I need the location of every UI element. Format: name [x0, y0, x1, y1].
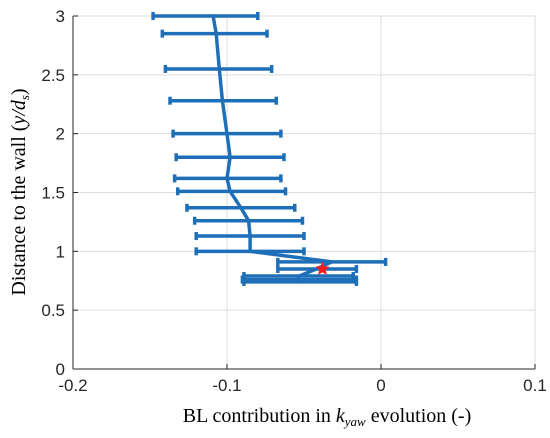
errorbar — [242, 277, 359, 286]
errorbars-layer — [151, 12, 388, 286]
series-line — [211, 14, 334, 284]
x-tick-label: 0 — [376, 376, 385, 395]
x-tick-label: -0.2 — [58, 376, 87, 395]
grid-lines — [72, 15, 536, 370]
y-tick-label: 0 — [56, 360, 65, 379]
x-axis-label: BL contribution in kyaw evolution (-) — [183, 405, 472, 429]
y-tick-label: 1 — [56, 242, 65, 261]
y-axis-label: Distance to the wall (y/ds) — [8, 88, 32, 295]
y-tick-label: 3 — [56, 7, 65, 26]
x-tick-label: -0.1 — [212, 376, 241, 395]
x-tick-label: 0.1 — [523, 376, 547, 395]
series-line-layer — [211, 14, 334, 284]
tick-labels: -0.2 -0.1 0 0.1 0 0.5 1 1.5 2 2.5 3 — [41, 7, 546, 395]
y-tick-label: 0.5 — [41, 301, 65, 320]
y-tick-label: 2 — [56, 125, 65, 144]
star-marker — [315, 261, 330, 276]
errorbar — [151, 12, 260, 20]
highlight-marker-layer — [315, 261, 330, 276]
y-tick-label: 2.5 — [41, 66, 65, 85]
y-tick-label: 1.5 — [41, 184, 65, 203]
axes-frame — [72, 15, 536, 370]
